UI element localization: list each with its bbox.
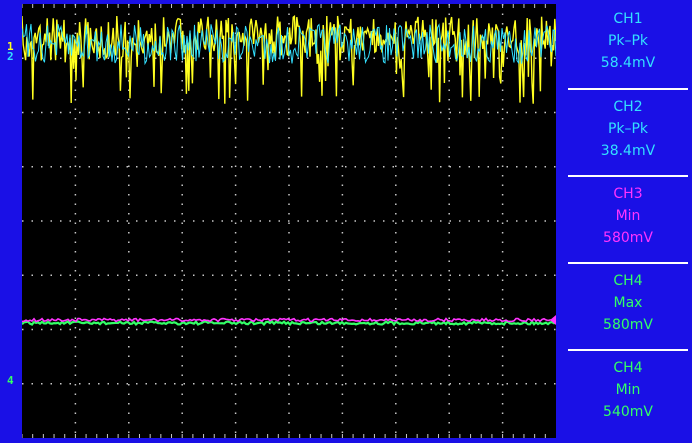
measurement-channel: CH4 — [613, 360, 643, 376]
ch1-marker-label: 1 — [7, 40, 14, 53]
measurement-channel: CH1 — [613, 11, 643, 27]
measurement-value: 58.4mV — [600, 55, 656, 71]
measurement-value: 38.4mV — [600, 143, 656, 159]
measurement-divider — [568, 262, 688, 264]
measurement-panel: CH1 Pk–Pk 58.4mV CH2 Pk–Pk 38.4mV CH3 Mi… — [568, 4, 688, 438]
measurement-ch4-max: CH4 Max 580mV — [568, 266, 688, 348]
measurement-divider — [568, 88, 688, 90]
waveform-svg — [22, 4, 556, 438]
measurement-channel: CH2 — [613, 99, 643, 115]
measurement-divider — [568, 349, 688, 351]
measurement-channel: CH3 — [613, 186, 643, 202]
measurement-ch1-pkpk: CH1 Pk–Pk 58.4mV — [568, 4, 688, 86]
measurement-value: 540mV — [603, 404, 653, 420]
ch2-marker-label: 2 — [7, 50, 14, 63]
measurement-type: Min — [615, 208, 641, 224]
measurement-type: Min — [615, 382, 641, 398]
measurement-type: Max — [613, 295, 643, 311]
measurement-ch4-min: CH4 Min 540mV — [568, 353, 688, 435]
ch4-waveform — [22, 319, 556, 327]
trigger-level-arrow-icon — [550, 315, 556, 325]
ch4-marker-label: 4 — [7, 374, 14, 387]
measurement-value: 580mV — [603, 317, 653, 333]
measurement-ch2-pkpk: CH2 Pk–Pk 38.4mV — [568, 92, 688, 174]
measurement-type: Pk–Pk — [607, 33, 649, 49]
ch3-waveform — [22, 317, 556, 323]
measurement-type: Pk–Pk — [607, 121, 649, 137]
waveform-display — [22, 4, 556, 438]
measurement-ch3-min: CH3 Min 580mV — [568, 179, 688, 261]
ch2-waveform — [22, 23, 556, 66]
measurement-value: 580mV — [603, 230, 653, 246]
measurement-channel: CH4 — [613, 273, 643, 289]
measurement-divider — [568, 175, 688, 177]
